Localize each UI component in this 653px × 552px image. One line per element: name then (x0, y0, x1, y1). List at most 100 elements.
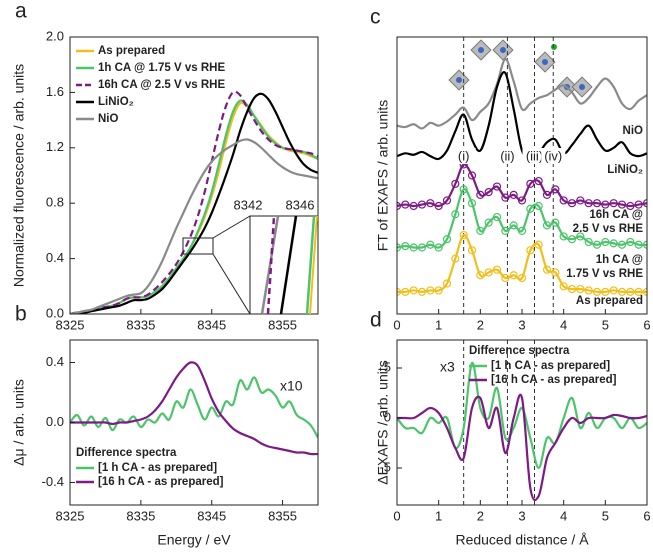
data-point (409, 243, 418, 252)
y-axis-title: Normalized fluorescence / arb. units (11, 64, 27, 287)
data-point (517, 196, 527, 205)
y-axis-title: Δμ / arb. units (11, 379, 27, 466)
data-point (442, 235, 452, 244)
label-bg (541, 148, 566, 164)
data-point (559, 232, 568, 241)
legend-label: NiO (98, 113, 119, 125)
series-line (397, 163, 647, 208)
icon (478, 47, 484, 53)
x-tick-label: 0 (393, 508, 400, 523)
data-point (626, 201, 635, 211)
inset-line (266, 215, 276, 315)
y-tick-label: 0.0 (46, 305, 64, 320)
legend-label: [16 h CA - as prepared] (491, 374, 617, 386)
data-point (459, 185, 468, 194)
y-tick-label: 0.4 (46, 354, 64, 369)
x-tick-label: 2 (477, 508, 484, 523)
data-point (542, 190, 552, 199)
y-axis-title: FT of EXAFS / arb. units (375, 100, 391, 251)
data-point (397, 201, 402, 211)
inset-line (309, 215, 318, 315)
curve-label: 1h CA @ (596, 254, 643, 266)
data-point (576, 284, 585, 294)
y-tick-label: -0.4 (42, 474, 64, 489)
legend-label: [16 h CA - as prepared] (98, 476, 224, 488)
icon (500, 47, 506, 53)
data-point (426, 240, 435, 249)
data-point (634, 240, 643, 249)
data-point (534, 240, 543, 249)
crystal-icons (448, 39, 593, 98)
y-tick-label: -5 (379, 459, 391, 474)
curve-label: LiNiO₂ (607, 164, 643, 176)
data-point (509, 271, 518, 280)
legend-label: 1h CA @ 1.75 V vs RHE (98, 62, 225, 74)
inset-line (279, 215, 298, 315)
data-point (551, 268, 560, 277)
y-tick-label: 0.4 (46, 250, 64, 265)
data-point (584, 199, 593, 208)
series-line (397, 188, 647, 249)
peak-label: (iv) (544, 148, 562, 163)
label-bg (522, 148, 547, 164)
data-point (634, 200, 643, 209)
data-point (517, 273, 527, 283)
data-point (576, 232, 585, 241)
series-line (70, 99, 318, 314)
data-point (476, 190, 485, 199)
data-point (397, 243, 402, 252)
inset-line (305, 215, 316, 315)
data-point (642, 199, 647, 208)
x-tick-label: 8325 (56, 508, 85, 523)
legend-title: Difference spectra (469, 345, 570, 357)
data-point (492, 265, 502, 274)
inset: 8342 8346 (182, 197, 319, 315)
data-point (467, 171, 477, 180)
x-tick-label: 1 (435, 508, 442, 523)
data-point (592, 287, 602, 296)
curve-label: 2.5 V vs RHE (573, 223, 644, 235)
data-point (417, 287, 427, 296)
legend-label: [1 h CA - as prepared] (491, 360, 610, 372)
y-tick-label: 0.0 (46, 414, 64, 429)
icon (579, 84, 585, 90)
zoom-connector (212, 253, 251, 315)
curve-label: NiO (623, 125, 644, 137)
series-line (397, 233, 647, 294)
curve-label: 1.75 V vs RHE (566, 268, 643, 280)
label-bg (451, 148, 476, 164)
data-point (476, 271, 485, 280)
data-point (434, 243, 443, 252)
data-point (442, 196, 452, 205)
panel-label: b (15, 303, 27, 326)
data-point (534, 176, 543, 186)
data-point (609, 199, 618, 208)
x-tick-label: 8325 (56, 317, 85, 332)
panel-label: d (370, 309, 382, 332)
plot-area (397, 340, 647, 505)
icon (542, 59, 548, 65)
x-tick-label: 6 (643, 508, 650, 523)
data-point (501, 193, 510, 202)
data-point (509, 190, 518, 199)
data-point (526, 179, 535, 188)
data-point (584, 237, 593, 247)
x-axis-title: Energy / eV (157, 532, 231, 548)
series-line (397, 71, 647, 161)
data-point (417, 200, 427, 209)
data-point (434, 201, 443, 211)
data-point (617, 287, 627, 296)
data-point (542, 265, 552, 274)
data-point (417, 243, 427, 252)
legend-label: 16h CA @ 2.5 V vs RHE (98, 79, 225, 91)
annotation: x3 (440, 359, 455, 375)
data-point (617, 240, 627, 249)
data-point (592, 240, 602, 249)
x-tick-label: 0 (393, 317, 400, 332)
data-point (484, 218, 493, 227)
data-point (434, 286, 443, 295)
data-point (526, 204, 535, 213)
x-tick-label: 8335 (126, 317, 155, 332)
data-point (492, 212, 502, 222)
data-point (409, 286, 418, 295)
